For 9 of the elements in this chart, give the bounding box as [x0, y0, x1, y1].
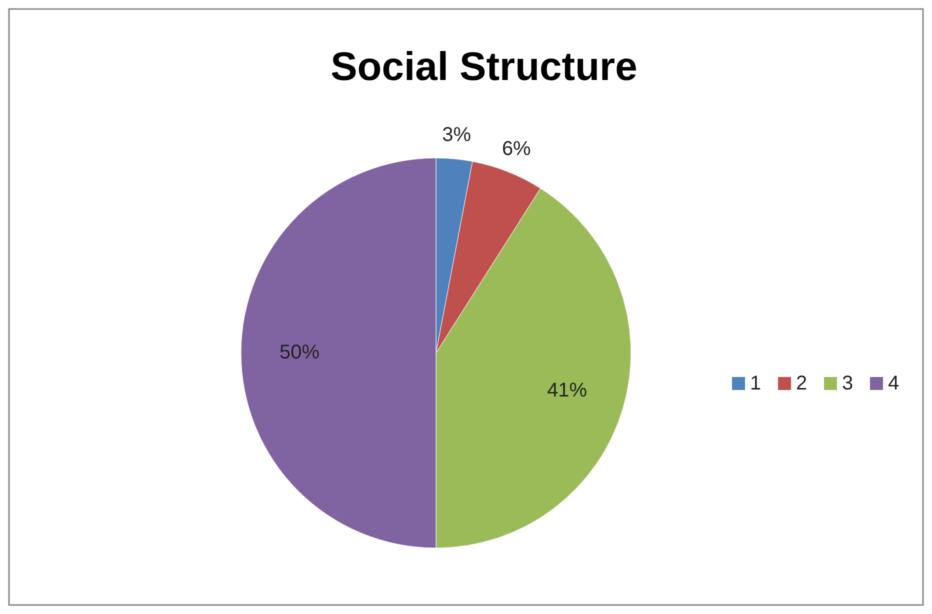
data-label: 6% [502, 138, 532, 160]
chart-title: Social Structure [330, 45, 638, 89]
legend-label: 3 [842, 372, 854, 394]
legend-label: 4 [888, 372, 900, 394]
legend-label: 2 [796, 372, 808, 394]
data-label: 3% [442, 124, 472, 146]
legend-label: 1 [750, 372, 762, 394]
data-label: 50% [279, 341, 320, 364]
data-label: 41% [547, 379, 588, 402]
